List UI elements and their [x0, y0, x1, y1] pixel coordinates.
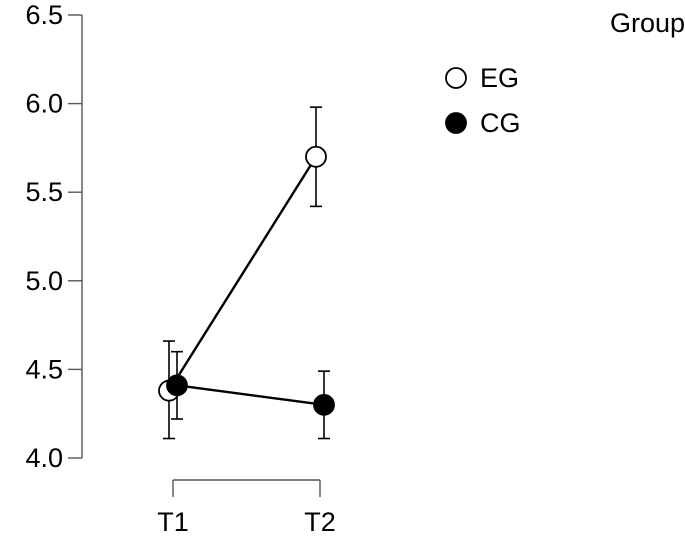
- y-tick-label: 6.5: [25, 0, 63, 30]
- y-tick-label: 6.0: [25, 89, 63, 119]
- axes-layer: 4.0 4.5 5.0 5.5 6.0 6.5 T1 T2: [25, 0, 335, 537]
- legend-marker: [445, 67, 467, 89]
- series-line: [167, 156, 318, 392]
- data-point-cg-t1: [166, 374, 188, 397]
- legend-item-eg: EG: [445, 63, 519, 93]
- x-tick-label: T1: [157, 507, 189, 537]
- y-tick-label: 5.0: [25, 266, 63, 296]
- data-point-eg-t2: [305, 145, 327, 168]
- series-line: [176, 384, 325, 407]
- y-tick-label: 4.0: [25, 443, 63, 473]
- legend: Group EG CG: [445, 8, 685, 138]
- legend-label: EG: [480, 63, 519, 93]
- legend-title: Group: [610, 8, 685, 38]
- plot-layer: [158, 106, 335, 440]
- y-tick-label: 5.5: [25, 177, 63, 207]
- legend-item-cg: CG: [445, 108, 521, 138]
- y-tick-label: 4.5: [25, 354, 63, 384]
- data-point-cg-t2: [313, 393, 335, 416]
- series-cg: [166, 350, 335, 440]
- legend-marker: [445, 112, 467, 134]
- x-tick-label: T2: [304, 507, 336, 537]
- series-eg: [158, 106, 327, 440]
- legend-label: CG: [480, 108, 521, 138]
